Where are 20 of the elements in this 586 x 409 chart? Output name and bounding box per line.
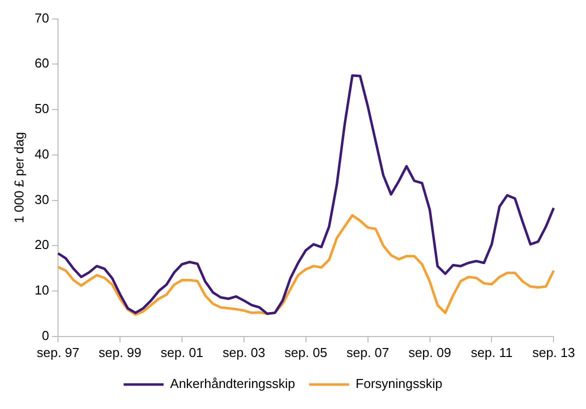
y-tick-label: 30 (34, 192, 50, 207)
x-tick-label: sep. 09 (408, 344, 452, 360)
x-tick-label: sep. 03 (222, 344, 266, 360)
y-axis-title: 1 000 £ per dag (11, 132, 26, 224)
x-tick-label: sep. 99 (98, 344, 142, 360)
legend-label: Ankerhåndteringsskip (170, 376, 296, 392)
legend-label: Forsyningsskip (356, 376, 442, 392)
x-tick-label: sep. 11 (470, 344, 513, 360)
x-tick-label: sep. 05 (284, 344, 328, 360)
y-tick-label: 50 (34, 101, 50, 116)
y-tick-label: 40 (34, 146, 50, 162)
x-tick-label: sep. 13 (532, 344, 576, 360)
y-tick-label: 60 (34, 56, 50, 71)
y-tick-label: 0 (42, 328, 50, 343)
x-tick-label: sep. 01 (160, 344, 204, 360)
x-tick-label: sep. 07 (346, 344, 390, 360)
y-tick-label: 20 (34, 237, 50, 252)
x-tick-label: sep. 97 (36, 344, 80, 360)
y-tick-label: 10 (34, 282, 50, 298)
y-tick-label: 70 (34, 10, 50, 26)
